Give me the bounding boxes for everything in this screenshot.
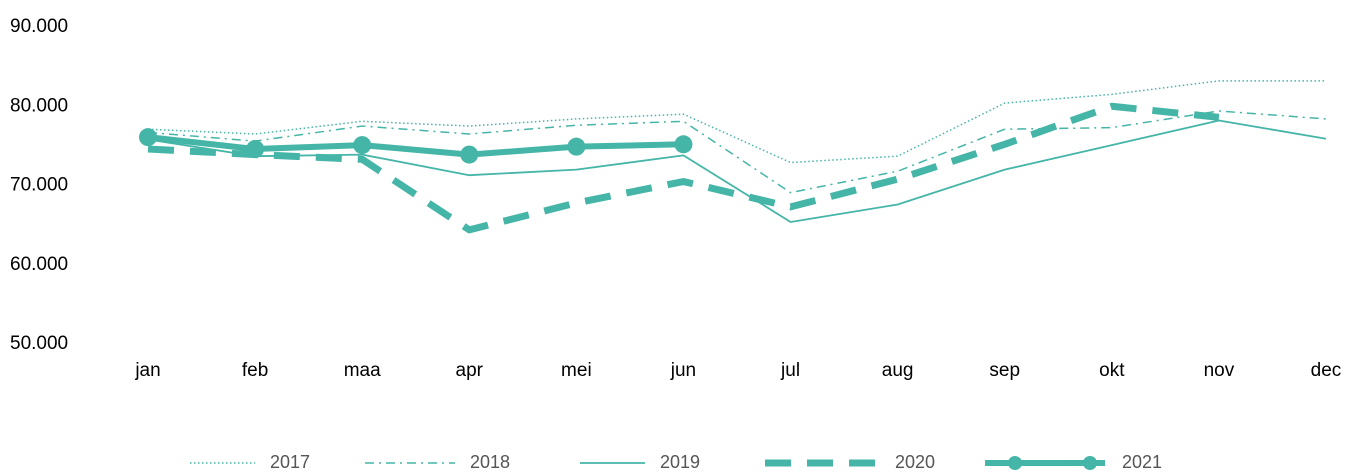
point-marker	[567, 137, 586, 156]
point-marker	[246, 140, 265, 159]
point-marker	[353, 136, 372, 155]
y-tick-label: 90.000	[10, 16, 68, 37]
legend-label: 2018	[470, 452, 510, 472]
x-tick-label: jun	[670, 360, 696, 381]
legend-label: 2020	[895, 452, 935, 472]
y-tick-label: 60.000	[10, 254, 68, 275]
point-marker	[460, 145, 479, 164]
y-tick-label: 80.000	[10, 95, 68, 116]
x-tick-label: mei	[561, 360, 592, 381]
legend-marker	[1083, 456, 1097, 470]
x-tick-label: jul	[780, 360, 800, 381]
legend-marker	[1008, 456, 1022, 470]
series-line	[147, 102, 1220, 234]
x-tick-label: jan	[134, 360, 160, 381]
point-marker	[674, 135, 693, 154]
x-tick-label: sep	[989, 360, 1020, 381]
x-tick-label: apr	[456, 360, 484, 381]
legend-label: 2019	[660, 452, 700, 472]
x-tick-label: nov	[1204, 360, 1235, 381]
legend-label: 2021	[1122, 452, 1162, 472]
point-marker	[139, 128, 157, 147]
y-tick-label: 50.000	[10, 333, 68, 354]
series-line	[147, 134, 684, 158]
series-line	[147, 110, 1327, 194]
x-tick-label: aug	[882, 360, 914, 381]
legend-label: 2017	[270, 452, 310, 472]
series-line	[147, 80, 1326, 164]
series-line	[147, 119, 1327, 223]
x-tick-label: feb	[242, 360, 268, 381]
x-tick-label: maa	[344, 360, 381, 381]
y-tick-label: 70.000	[10, 175, 68, 196]
x-tick-label: dec	[1311, 360, 1342, 381]
x-tick-label: okt	[1099, 360, 1125, 381]
